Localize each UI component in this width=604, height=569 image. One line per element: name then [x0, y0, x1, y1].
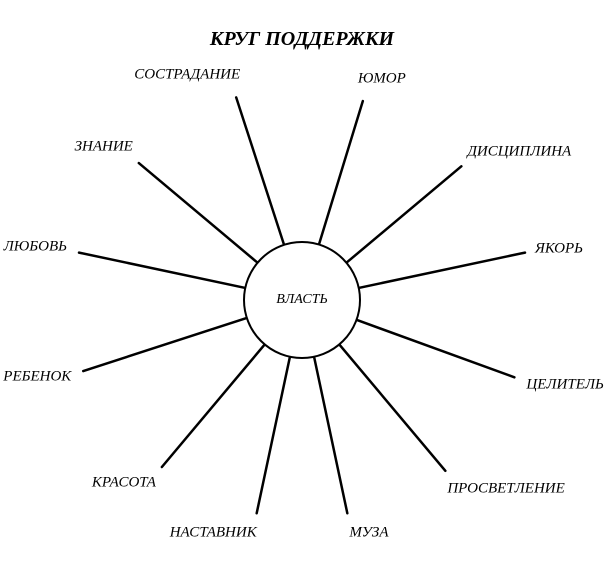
spoke-label: ДИСЦИПЛИНА — [467, 144, 571, 161]
spoke-line — [83, 318, 247, 371]
spoke-label: РЕБЕНОК — [3, 369, 71, 386]
spoke-label: ЗНАНИЕ — [75, 139, 133, 156]
spoke-line — [236, 97, 284, 244]
spoke-label: МУЗА — [349, 525, 388, 542]
spoke-label: ПРОСВЕТЛЕНИЕ — [447, 480, 564, 497]
spoke-label: ЦЕЛИТЕЛЬ — [526, 377, 604, 394]
spoke-line — [319, 101, 363, 244]
spoke-line — [339, 344, 445, 470]
spoke-label: КРАСОТА — [92, 474, 156, 491]
spoke-label: ЛЮБОВЬ — [4, 238, 67, 255]
spoke-label: НАСТАВНИК — [170, 525, 257, 542]
center-label: ВЛАСТЬ — [276, 292, 328, 308]
spoke-line — [359, 253, 525, 288]
diagram-stage: КРУГ ПОДДЕРЖКИ ВЛАСТЬ ЮМОРДИСЦИПЛИНАЯКОР… — [0, 0, 604, 569]
spoke-label: ЯКОРЬ — [535, 240, 583, 257]
spoke-label: СОСТРАДАНИЕ — [134, 67, 240, 84]
spoke-label: ЮМОР — [358, 71, 406, 88]
spoke-line — [257, 357, 290, 514]
spoke-line — [139, 163, 258, 263]
spoke-line — [162, 344, 265, 467]
spoke-line — [346, 166, 461, 262]
spoke-line — [314, 357, 347, 514]
spoke-line — [357, 320, 515, 377]
spoke-line — [79, 253, 245, 288]
